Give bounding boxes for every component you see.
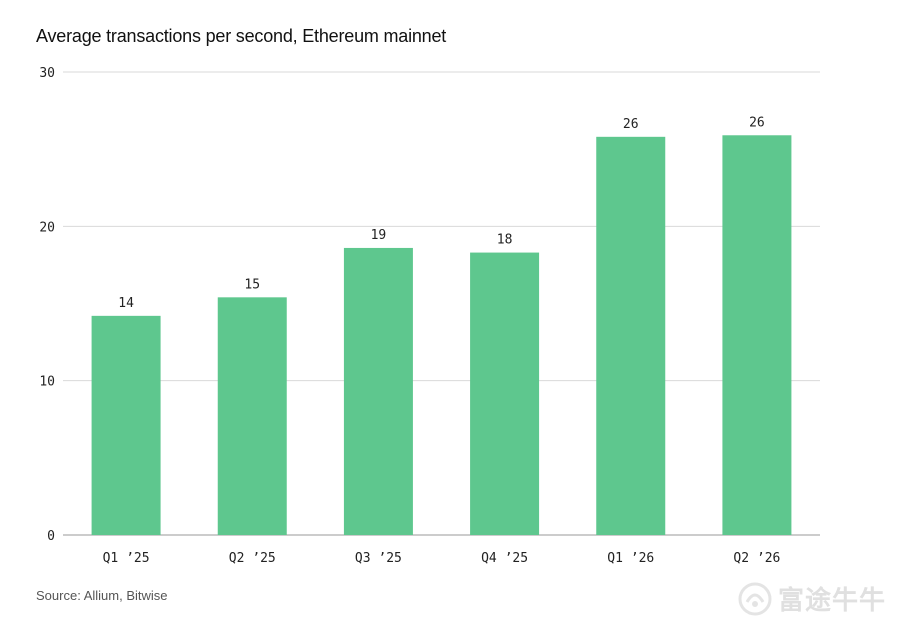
data-label: 15: [244, 277, 260, 292]
x-tick-label: Q3 ’25: [355, 551, 402, 566]
futu-bull-logo-icon: [738, 582, 772, 615]
data-label: 26: [623, 117, 639, 132]
data-label: 14: [118, 296, 134, 311]
bar: [91, 315, 161, 535]
y-tick-label: 30: [39, 66, 55, 81]
bar: [596, 136, 666, 535]
data-label: 18: [497, 233, 513, 248]
y-axis-ticks: 0 10 20 30: [39, 66, 55, 544]
bar: [722, 135, 792, 535]
y-tick-label: 20: [39, 220, 55, 235]
gridlines: [63, 71, 820, 536]
chart-title: Average transactions per second, Ethereu…: [36, 26, 447, 46]
y-tick-label: 10: [39, 375, 55, 390]
bar: [343, 247, 413, 535]
y-tick-label: 0: [47, 529, 55, 544]
x-axis-ticks: Q1 ’25 Q2 ’25 Q3 ’25 Q4 ’25 Q1 ’26 Q2 ’26: [103, 551, 781, 566]
source-note: Source: Allium, Bitwise: [36, 588, 168, 603]
watermark: 富途牛牛: [738, 580, 886, 617]
bar: [470, 252, 540, 535]
watermark-text: 富途牛牛: [778, 586, 887, 616]
bar: [217, 297, 287, 535]
bars: [91, 135, 792, 535]
data-labels: 14 15 19 18 26 26: [118, 115, 764, 311]
x-tick-label: Q2 ’25: [229, 551, 276, 566]
x-tick-label: Q1 ’26: [607, 551, 654, 566]
x-tick-label: Q4 ’25: [481, 551, 528, 566]
data-label: 19: [371, 228, 387, 243]
x-tick-label: Q2 ’26: [733, 551, 780, 566]
x-tick-label: Q1 ’25: [103, 551, 150, 566]
data-label: 26: [749, 115, 765, 130]
